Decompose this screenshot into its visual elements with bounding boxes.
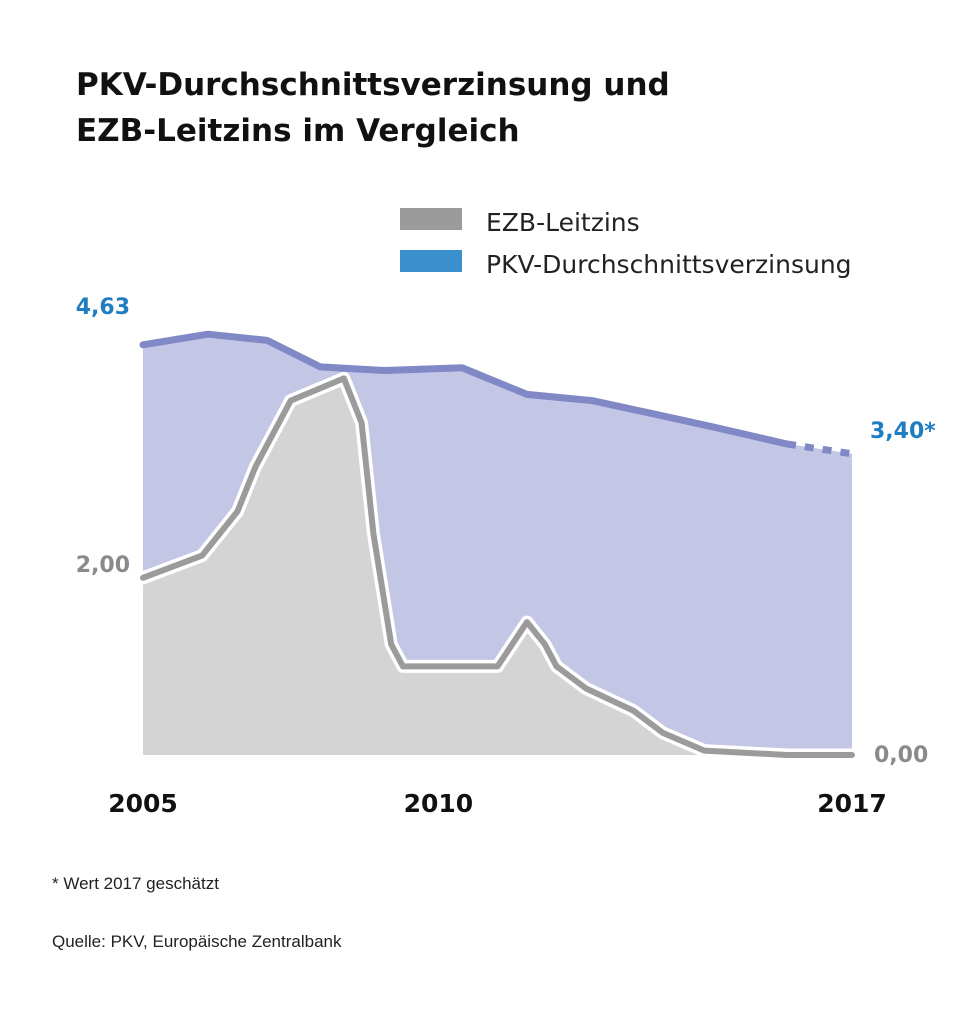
ezb-area [143,378,852,755]
legend-label-ezb: EZB-Leitzins [486,208,640,237]
chart-title-line-1: PKV-Durchschnittsverzinsung und [76,67,670,103]
legend-swatch-pkv [400,250,462,272]
legend-label-pkv: PKV-Durchschnittsverzinsung [486,250,852,279]
pkv-line-estimated [786,440,853,458]
x-axis: 2005 2010 2017 [108,789,887,818]
footnote: * Wert 2017 geschätzt [52,874,219,893]
x-tick-label-2010: 2010 [404,789,474,818]
ezb-end-value-label: 0,00 [874,743,928,768]
ezb-start-value-label: 2,00 [76,553,130,578]
chart-title-line-2: EZB-Leitzins im Vergleich [76,113,520,149]
pkv-line [139,330,791,448]
x-tick-label-2005: 2005 [108,789,178,818]
x-tick-label-2017: 2017 [817,789,887,818]
legend-swatch-ezb [400,208,462,230]
pkv-start-value-label: 4,63 [76,295,130,320]
chart-title: PKV-Durchschnittsverzinsung und EZB-Leit… [76,62,936,154]
chart-area: EZB-Leitzins PKV-Durchschnittsverzinsung… [76,208,936,818]
source-note: Quelle: PKV, Europäische Zentralbank [52,932,342,951]
ezb-line [140,375,855,758]
pkv-end-value-label: 3,40* [870,419,936,444]
legend: EZB-Leitzins PKV-Durchschnittsverzinsung [400,208,852,279]
